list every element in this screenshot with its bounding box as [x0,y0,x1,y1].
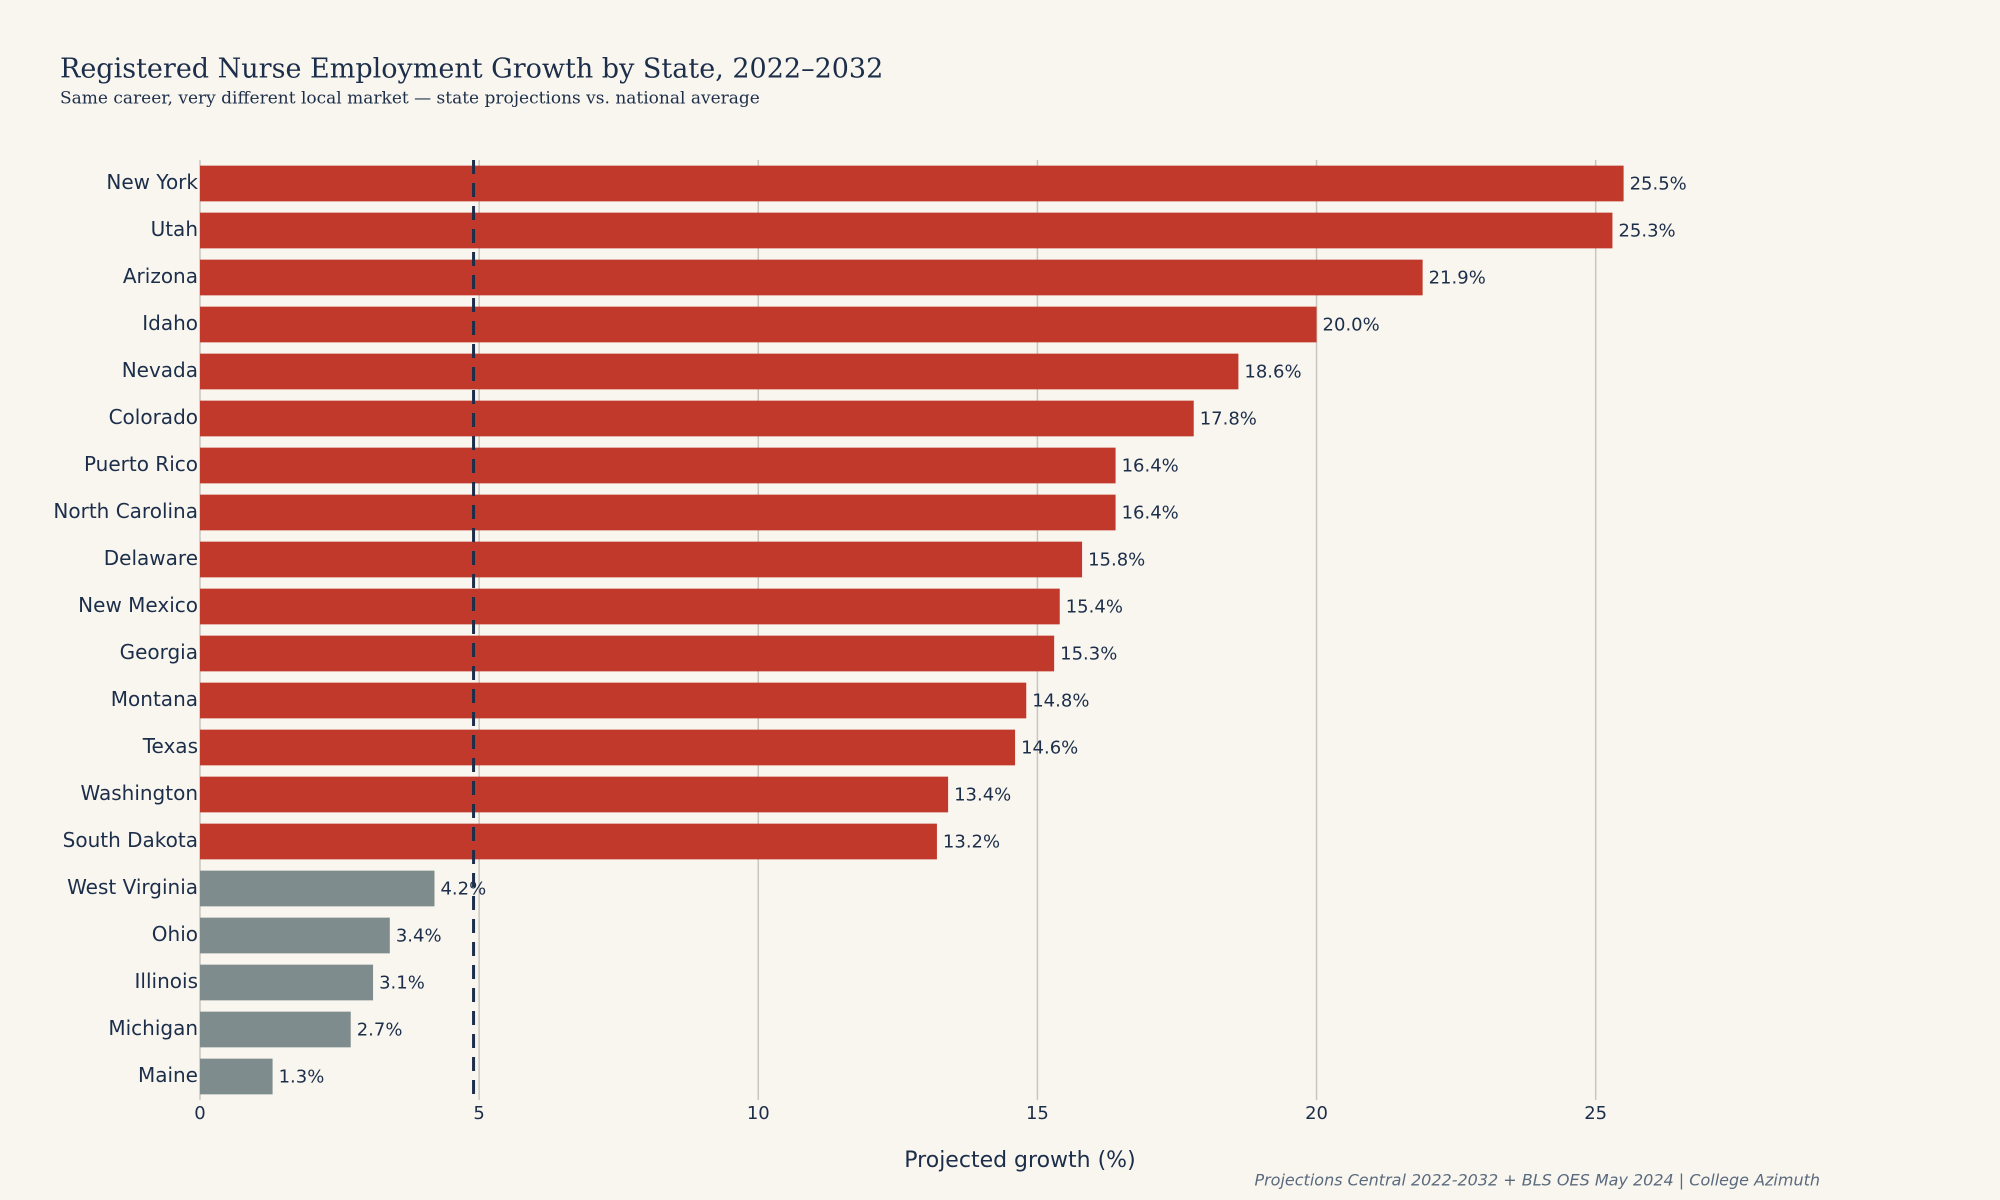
bar [200,964,374,1001]
data-label: 14.6% [1021,738,1078,759]
bar [200,588,1060,625]
y-tick-label: Michigan [108,1016,198,1040]
bar [200,541,1083,578]
y-tick-label: Maine [138,1063,198,1087]
bar [200,635,1055,672]
bar [200,400,1194,437]
y-tick-label: Nevada [122,358,198,382]
bar [200,353,1239,390]
y-tick-label: Idaho [142,311,198,335]
bar [200,165,1624,202]
data-label: 13.4% [954,785,1011,806]
y-tick-label: Georgia [120,640,198,664]
source-note: Projections Central 2022-2032 + BLS OES … [1254,1171,1820,1190]
bar [200,494,1116,531]
x-tick-label: 0 [194,1103,205,1124]
y-tick-label: New York [106,170,198,194]
chart-subtitle: Same career, very different local market… [60,89,760,109]
data-label: 17.8% [1200,409,1257,430]
data-label: 20.0% [1323,315,1380,336]
bar [200,1058,273,1095]
y-tick-label: New Mexico [78,593,198,617]
data-label: 2.7% [357,1020,403,1041]
data-label: 18.6% [1244,362,1301,383]
data-label: 3.1% [379,973,425,994]
bar [200,306,1317,343]
bar [200,776,949,813]
x-tick-label: 5 [473,1103,484,1124]
y-tick-label: Texas [142,734,198,758]
data-label: 13.2% [943,832,1000,853]
x-tick-label: 20 [1305,1103,1328,1124]
bar [200,212,1613,249]
y-tick-label: Montana [111,687,198,711]
y-tick-label: South Dakota [63,828,198,852]
bar [200,729,1016,766]
data-label: 25.5% [1630,174,1687,195]
y-tick-label: Delaware [104,546,198,570]
data-label: 15.3% [1060,644,1117,665]
y-tick-label: Ohio [152,922,198,946]
data-label: 15.8% [1088,550,1145,571]
data-label: 21.9% [1429,268,1486,289]
data-label: 4.2% [440,879,486,900]
y-tick-label: Washington [80,781,198,805]
data-label: 16.4% [1122,503,1179,524]
bar [200,447,1116,484]
x-tick-label: 15 [1026,1103,1049,1124]
x-axis-title: Projected growth (%) [904,1148,1135,1173]
data-label: 16.4% [1122,456,1179,477]
y-tick-label: Colorado [109,405,198,429]
y-tick-label: Arizona [123,264,198,288]
data-label: 3.4% [396,926,442,947]
y-tick-label: West Virginia [67,875,198,899]
x-tick-label: 10 [747,1103,770,1124]
bar [200,917,390,954]
bar [200,870,435,907]
y-tick-label: Utah [151,217,198,241]
bar [200,682,1027,719]
data-label: 15.4% [1066,597,1123,618]
x-tick-label: 25 [1584,1103,1607,1124]
bar [200,1011,351,1048]
data-label: 25.3% [1618,221,1675,242]
bar [200,823,937,860]
bar [200,259,1423,296]
data-label: 1.3% [279,1067,325,1088]
data-label: 14.8% [1032,691,1089,712]
y-tick-label: North Carolina [53,499,198,523]
y-tick-label: Puerto Rico [84,452,198,476]
chart-title: Registered Nurse Employment Growth by St… [60,54,883,85]
y-tick-label: Illinois [135,969,198,993]
